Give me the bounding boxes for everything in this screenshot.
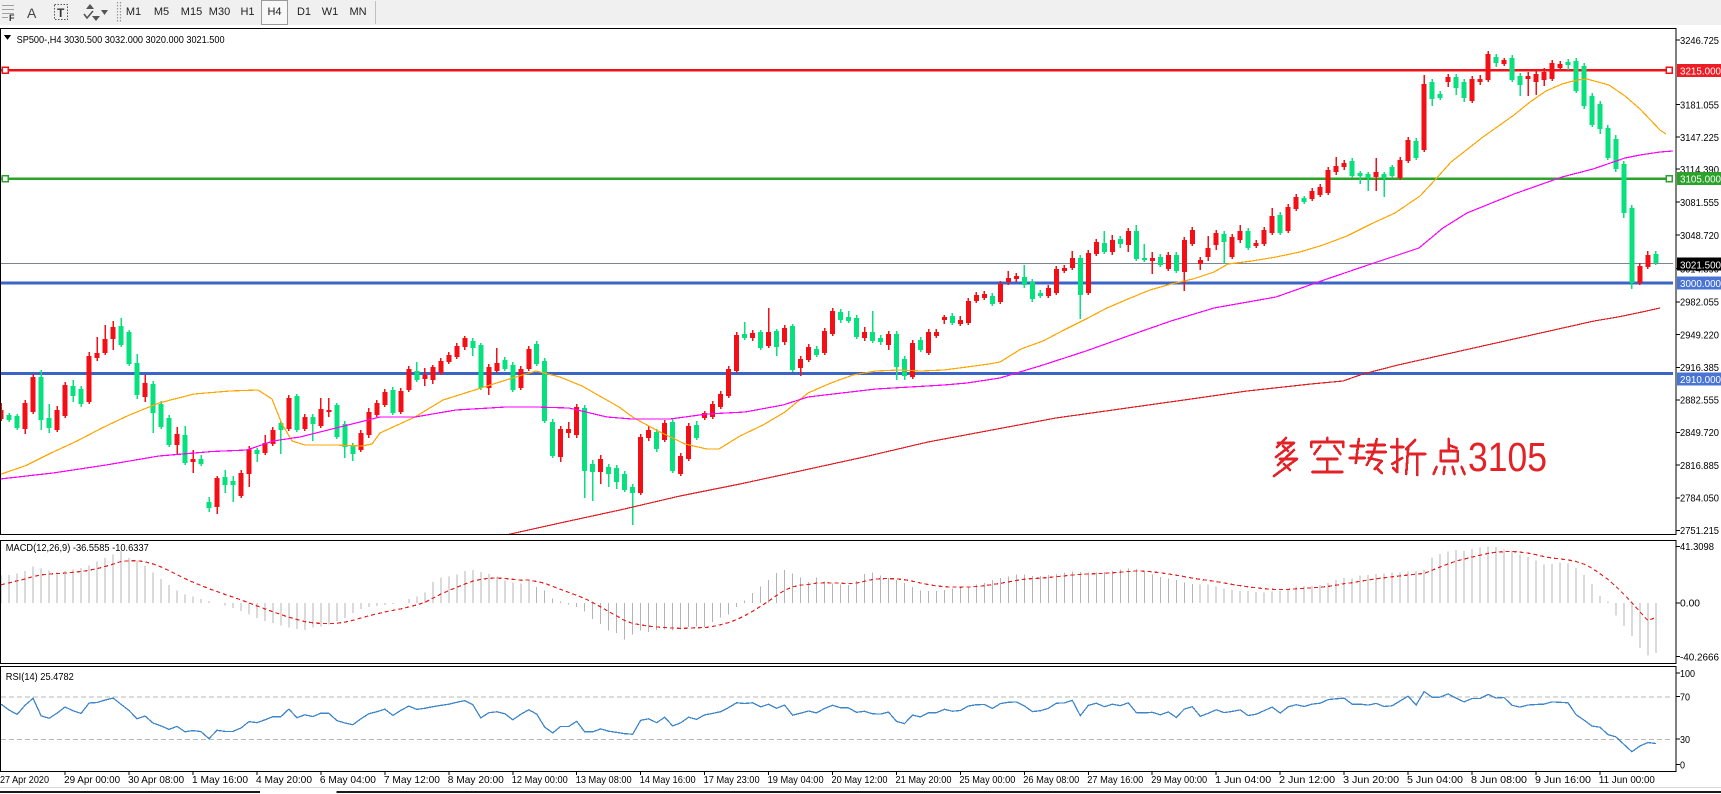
svg-text:100: 100 — [1680, 668, 1695, 680]
svg-text:T: T — [57, 6, 65, 20]
svg-text:RSI(14) 25.4782: RSI(14) 25.4782 — [6, 671, 74, 683]
svg-text:30: 30 — [1680, 734, 1690, 746]
svg-text:3081.555: 3081.555 — [1680, 197, 1719, 209]
svg-text:1 Jun 04:00: 1 Jun 04:00 — [1215, 774, 1271, 786]
svg-text:F: F — [9, 13, 15, 23]
svg-text:8 May 20:00: 8 May 20:00 — [448, 774, 504, 786]
svg-text:A: A — [27, 5, 37, 21]
svg-text:2 Jun 12:00: 2 Jun 12:00 — [1279, 774, 1335, 786]
svg-text:30 Apr 08:00: 30 Apr 08:00 — [128, 774, 184, 786]
svg-text:MACD(12,26,9) -36.5585 -10.633: MACD(12,26,9) -36.5585 -10.6337 — [6, 542, 149, 554]
svg-text:2816.885: 2816.885 — [1680, 460, 1719, 472]
svg-text:17 May 23:00: 17 May 23:00 — [704, 774, 760, 786]
svg-text:2916.385: 2916.385 — [1680, 362, 1719, 374]
svg-text:2849.720: 2849.720 — [1680, 427, 1719, 439]
svg-text:27 May 16:00: 27 May 16:00 — [1087, 774, 1143, 786]
svg-text:3 Jun 20:00: 3 Jun 20:00 — [1343, 774, 1399, 786]
svg-text:3105.000: 3105.000 — [1680, 174, 1721, 186]
svg-text:12 May 00:00: 12 May 00:00 — [512, 774, 568, 786]
svg-text:2784.050: 2784.050 — [1680, 493, 1719, 505]
svg-text:0.00: 0.00 — [1680, 598, 1700, 610]
svg-text:26 May 08:00: 26 May 08:00 — [1023, 774, 1079, 786]
svg-text:9 Jun 16:00: 9 Jun 16:00 — [1535, 774, 1591, 786]
svg-text:-40.2666: -40.2666 — [1680, 651, 1719, 663]
svg-text:3000.000: 3000.000 — [1680, 278, 1721, 290]
svg-text:13 May 08:00: 13 May 08:00 — [576, 774, 632, 786]
svg-text:3105: 3105 — [1468, 434, 1547, 480]
svg-text:0: 0 — [1680, 759, 1685, 771]
svg-text:1 May 16:00: 1 May 16:00 — [192, 774, 248, 786]
svg-text:6 May 04:00: 6 May 04:00 — [320, 774, 376, 786]
svg-text:11 Jun 00:00: 11 Jun 00:00 — [1599, 774, 1655, 786]
svg-text:3048.720: 3048.720 — [1680, 230, 1719, 242]
svg-text:2982.055: 2982.055 — [1680, 297, 1719, 309]
svg-text:19 May 04:00: 19 May 04:00 — [768, 774, 824, 786]
svg-text:2910.000: 2910.000 — [1680, 374, 1721, 386]
svg-text:8 Jun 08:00: 8 Jun 08:00 — [1471, 774, 1527, 786]
svg-text:5 Jun 04:00: 5 Jun 04:00 — [1407, 774, 1463, 786]
svg-text:3021.500: 3021.500 — [1680, 259, 1721, 271]
svg-text:2751.215: 2751.215 — [1680, 525, 1719, 537]
svg-text:4 May 20:00: 4 May 20:00 — [256, 774, 312, 786]
svg-text:3215.000: 3215.000 — [1680, 66, 1721, 78]
svg-text:3147.225: 3147.225 — [1680, 132, 1719, 144]
svg-text:29 May 00:00: 29 May 00:00 — [1151, 774, 1207, 786]
svg-text:3246.725: 3246.725 — [1680, 35, 1719, 47]
svg-text:41.3098: 41.3098 — [1680, 541, 1714, 553]
svg-text:7 May 12:00: 7 May 12:00 — [384, 774, 440, 786]
svg-text:29 Apr 00:00: 29 Apr 00:00 — [64, 774, 120, 786]
svg-text:25 May 00:00: 25 May 00:00 — [959, 774, 1015, 786]
svg-text:21 May 20:00: 21 May 20:00 — [896, 774, 952, 786]
svg-text:20 May 12:00: 20 May 12:00 — [832, 774, 888, 786]
svg-text:SP500-,H4 3030.500 3032.000 3: SP500-,H4 3030.500 3032.000 3020.000 302… — [17, 34, 225, 46]
svg-text:70: 70 — [1680, 692, 1690, 704]
svg-text:27 Apr 2020: 27 Apr 2020 — [0, 774, 49, 786]
svg-text:14 May 16:00: 14 May 16:00 — [640, 774, 696, 786]
svg-text:2949.220: 2949.220 — [1680, 330, 1719, 342]
svg-text:2882.555: 2882.555 — [1680, 395, 1719, 407]
svg-text:3181.055: 3181.055 — [1680, 99, 1719, 111]
